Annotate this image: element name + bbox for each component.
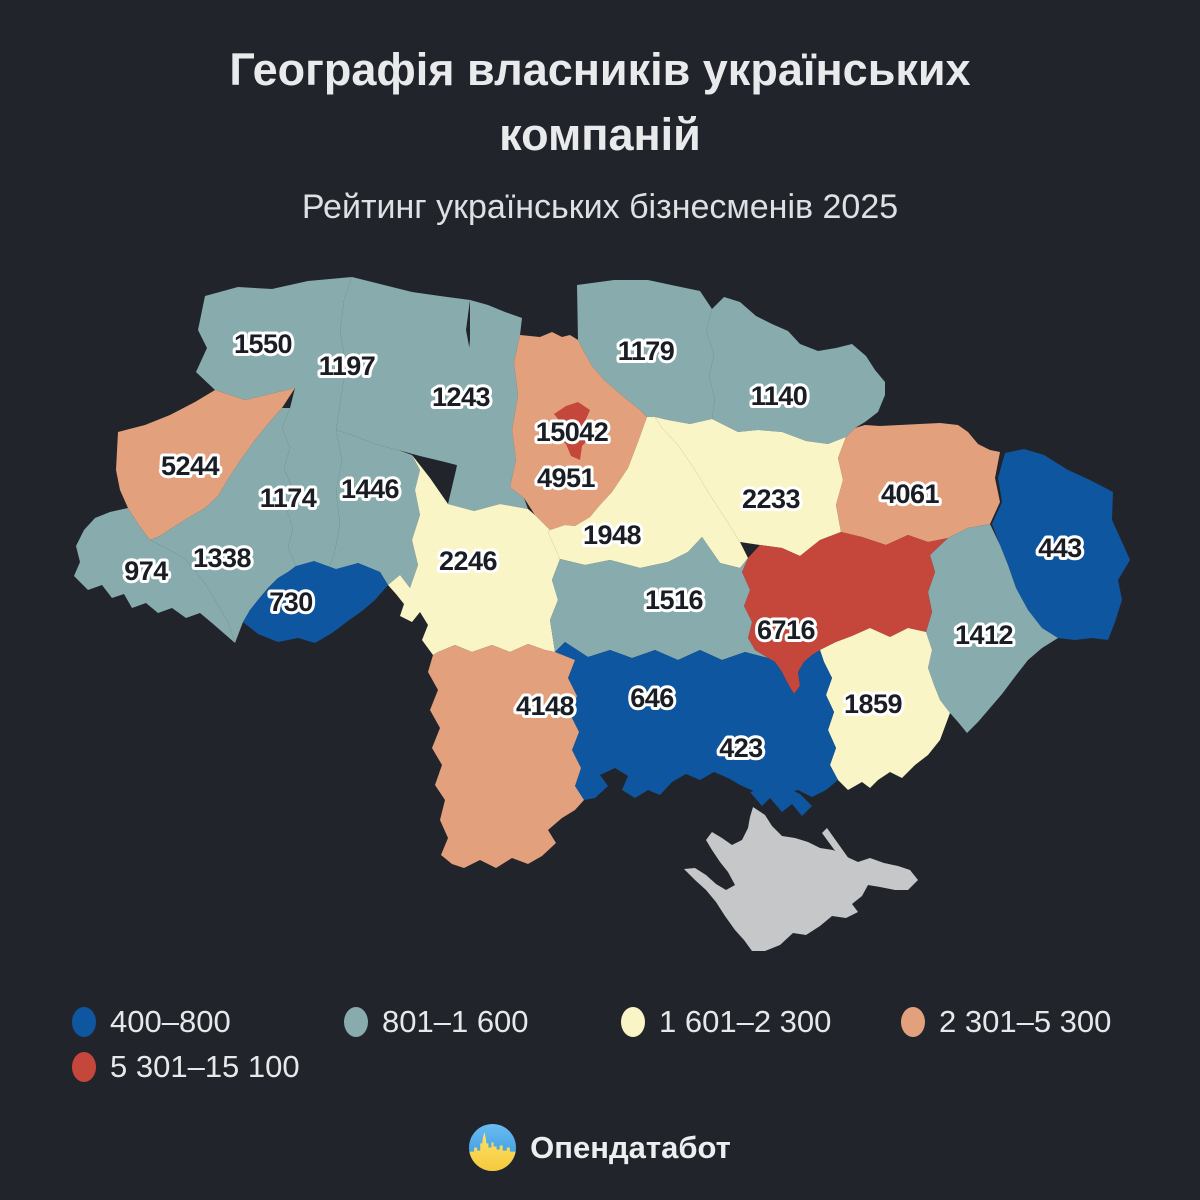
region-cherkasy (548, 417, 748, 568)
region-label-poltava: 2233 (742, 484, 801, 514)
region-label-luhansk: 443 (1038, 533, 1082, 563)
legend-swatch-teal (344, 1007, 368, 1037)
legend-item-2301-5300: 2 301–5 300 (901, 1004, 1112, 1039)
legend-swatch-yellow (621, 1007, 645, 1037)
region-label-chernivtsi: 730 (269, 587, 313, 617)
region-poltava (655, 417, 846, 556)
region-kirovohrad (550, 537, 768, 660)
legend-label: 5 301–15 100 (110, 1049, 300, 1084)
region-sumy (706, 297, 885, 444)
footer-brand: Опендатабот (0, 1124, 1200, 1171)
region-chernivtsi (243, 561, 388, 643)
region-crimea-arabat-spit (822, 828, 864, 885)
region-mykolaiv (555, 642, 700, 800)
opendatabot-logo-icon (469, 1124, 517, 1171)
region-kharkiv (836, 423, 1000, 545)
legend-swatch-blue (72, 1007, 96, 1037)
region-ivano-frankivsk (150, 408, 296, 643)
region-donetsk (926, 524, 1058, 733)
region-label-ternopil: 1174 (260, 483, 317, 513)
region-label-khmelnytskyi: 1446 (341, 474, 400, 504)
region-label-donetsk: 1412 (955, 620, 1013, 650)
region-label-volyn: 1550 (234, 329, 292, 359)
legend-label: 400–800 (110, 1004, 231, 1039)
region-label-zakarpattia: 974 (124, 556, 168, 586)
legend-label: 1 601–2 300 (659, 1004, 832, 1039)
region-kyiv-city (554, 402, 592, 460)
region-label-kherson: 423 (719, 733, 763, 763)
region-kherson-delta-islands (750, 786, 812, 816)
region-label-cherkasy: 1948 (583, 520, 642, 550)
region-zakarpattia (74, 508, 235, 643)
region-label-sumy: 1140 (751, 381, 808, 411)
region-lviv (116, 388, 295, 540)
region-label-kirovohrad: 1516 (645, 585, 704, 615)
region-volyn (196, 277, 352, 430)
region-crimea (684, 807, 918, 951)
region-value-labels: 1550 1197 1243 1179 1140 4951 15042 5244… (121, 326, 1086, 766)
region-label-odesa: 4148 (516, 691, 575, 721)
region-dnipro (742, 532, 948, 694)
region-zaporizhzhia (820, 628, 950, 790)
region-khmelnytskyi (328, 430, 420, 588)
legend-item-400-800: 400–800 (72, 1004, 231, 1039)
region-zhytomyr (448, 300, 528, 511)
region-label-dnipro: 6716 (757, 615, 816, 645)
region-vinnytsia (388, 455, 560, 655)
region-label-lviv: 5244 (161, 451, 220, 481)
region-chernihiv (577, 280, 715, 424)
legend-item-1601-2300: 1 601–2 300 (621, 1004, 832, 1039)
region-label-ivano-frankivsk: 1338 (193, 543, 252, 573)
region-kherson (700, 650, 838, 797)
region-label-zhytomyr: 1243 (432, 382, 491, 412)
region-label-zaporizhzhia: 1859 (844, 689, 903, 719)
legend-item-801-1600: 801–1 600 (344, 1004, 529, 1039)
region-ternopil (282, 388, 342, 568)
region-luhansk (992, 449, 1130, 640)
region-label-kharkiv: 4061 (881, 479, 940, 509)
region-odesa (428, 644, 584, 868)
legend-label: 2 301–5 300 (939, 1004, 1112, 1039)
region-label-mykolaiv: 646 (630, 683, 674, 713)
region-label-vinnytsia: 2246 (439, 546, 498, 576)
region-label-kyiv-city: 15042 (536, 417, 609, 447)
region-label-chernihiv: 1179 (618, 336, 675, 366)
legend-swatch-salmon (901, 1007, 925, 1037)
legend-item-5301-15100: 5 301–15 100 (72, 1049, 300, 1084)
brand-name: Опендатабот (530, 1129, 731, 1165)
region-label-kyiv-oblast: 4951 (537, 463, 596, 493)
region-rivne (336, 277, 472, 468)
legend-label: 801–1 600 (382, 1004, 529, 1039)
region-shapes (74, 277, 1130, 951)
legend-swatch-red (72, 1052, 96, 1082)
page-subtitle: Рейтинг українських бізнесменів 2025 (301, 188, 899, 226)
page-title: Географія власників українських компаній (229, 44, 971, 160)
region-label-rivne: 1197 (319, 351, 376, 381)
